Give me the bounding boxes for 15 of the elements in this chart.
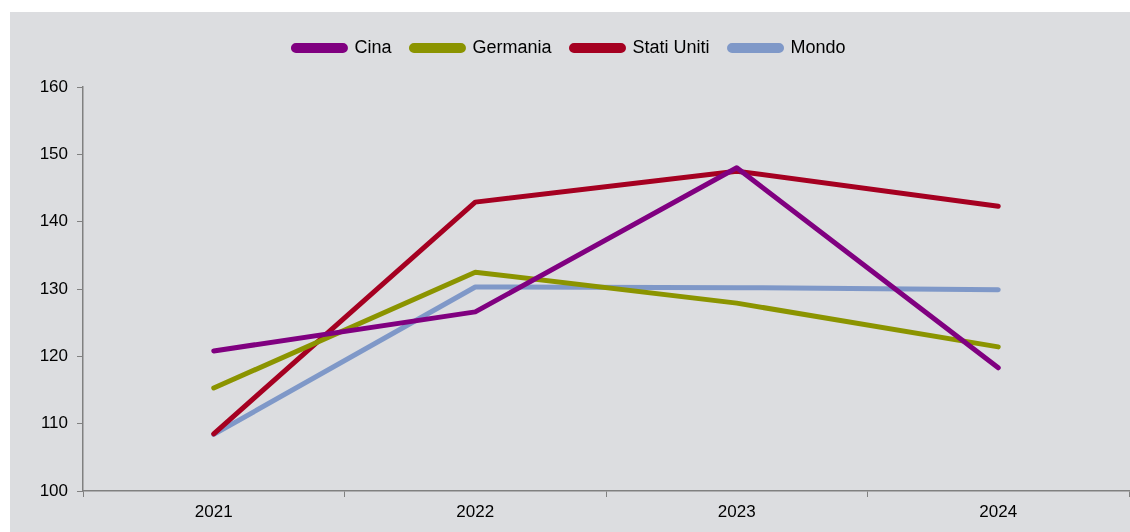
y-tick-label: 120 — [39, 346, 68, 366]
x-tick-label: 2021 — [194, 501, 233, 521]
legend-label: Germania — [472, 36, 553, 57]
legend-label: Stati Uniti — [632, 36, 710, 57]
legend-label: Cina — [354, 36, 393, 57]
y-tick-label: 100 — [39, 480, 68, 500]
x-tick-label: 2023 — [717, 501, 756, 521]
y-tick-label: 110 — [40, 413, 68, 433]
x-tick-label: 2022 — [456, 501, 495, 521]
y-tick-label: 160 — [39, 76, 68, 96]
y-tick-label: 140 — [39, 211, 68, 231]
y-tick-label: 150 — [39, 144, 68, 164]
y-tick-label: 130 — [39, 278, 68, 298]
x-tick-label: 2024 — [979, 501, 1018, 521]
legend-label: Mondo — [790, 36, 846, 57]
